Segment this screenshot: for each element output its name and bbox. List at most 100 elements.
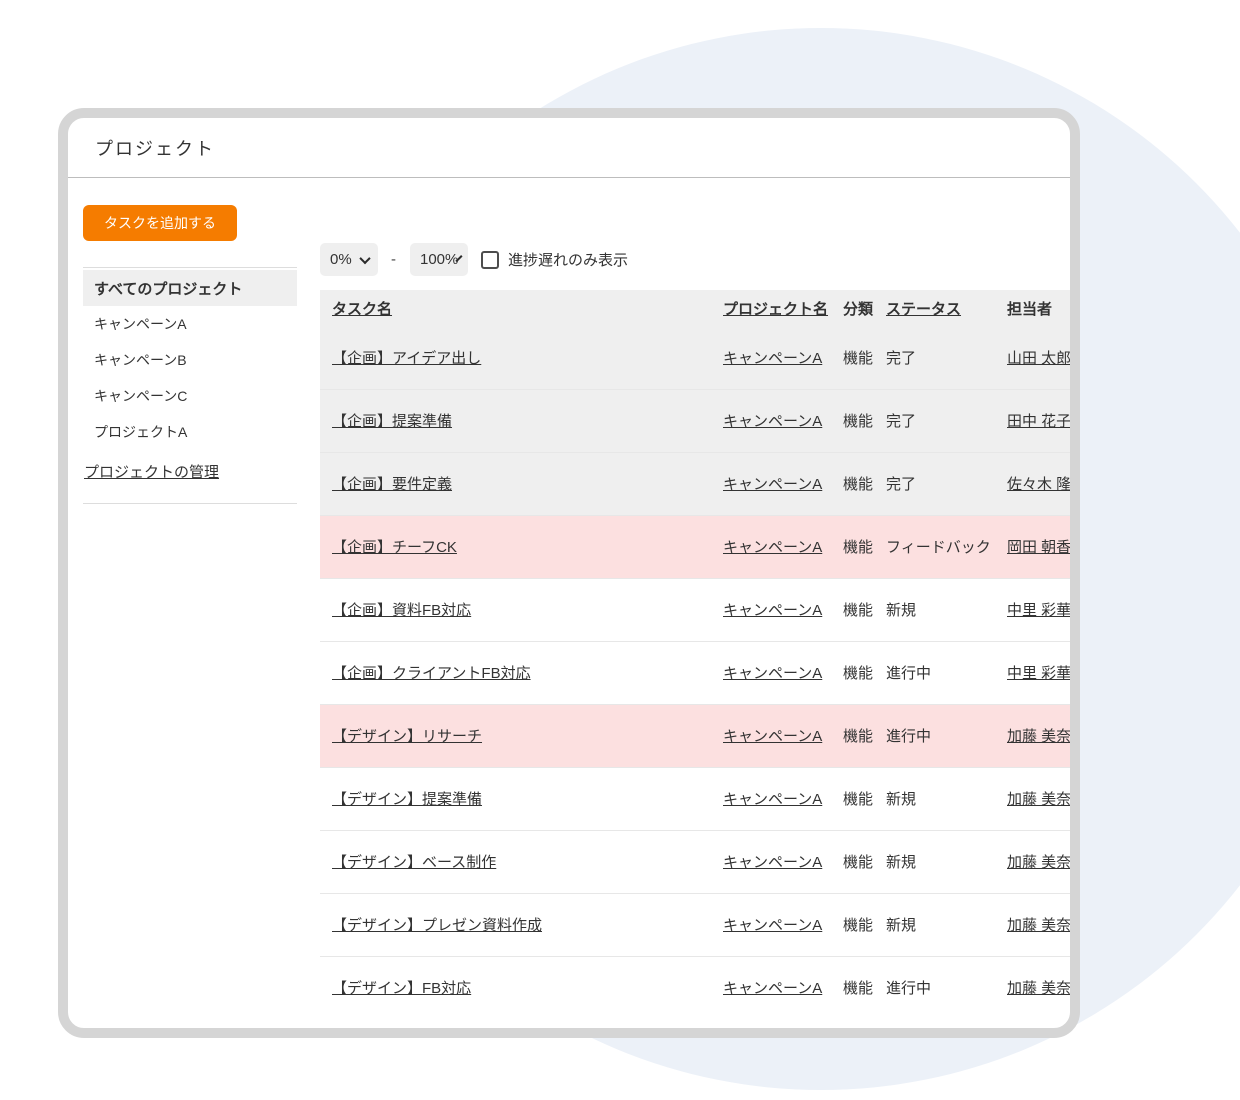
category-cell: 機能 <box>843 389 886 452</box>
assignee-link[interactable]: 山田 太郎 <box>1007 349 1070 367</box>
task-name-link[interactable]: 【デザイン】提案準備 <box>332 791 483 808</box>
status-cell: 新規 <box>886 917 917 934</box>
assignee-link[interactable]: 加藤 美奈 <box>1007 854 1070 871</box>
table-row: 【デザイン】リサーチ キャンペーンA 機能 進行中 加藤 美奈 <box>320 704 1070 767</box>
project-name-link[interactable]: キャンペーンA <box>723 980 823 998</box>
column-header-assignee: 担当者 <box>1007 290 1070 326</box>
project-name-link[interactable]: キャンペーンA <box>723 476 823 493</box>
window-content: タスクを追加する すべてのプロジェクト キャンペーンA キャンペーンB キャンペ… <box>68 178 1070 1027</box>
sidebar-item-project[interactable]: キャンペーンB <box>83 342 297 378</box>
assignee-cell: 加藤 美奈 <box>1007 956 1070 1019</box>
assignee-cell: 加藤 美奈 <box>1007 767 1070 830</box>
task-name-cell: 【企画】チーフCK <box>320 515 723 578</box>
assignee-link[interactable]: 田中 花子 <box>1007 413 1070 430</box>
task-name-cell: 【企画】資料FB対応 <box>320 578 723 641</box>
project-name-link[interactable]: キャンペーンA <box>723 413 823 430</box>
titlebar: プロジェクト <box>68 118 1070 178</box>
project-name-cell: キャンペーンA <box>723 956 843 1019</box>
category-cell: 機能 <box>843 326 886 389</box>
assignee-cell: 中里 彩華 <box>1007 578 1070 641</box>
status-cell: フィードバック <box>886 515 1007 578</box>
project-name-cell: キャンペーンA <box>723 830 843 893</box>
assignee-cell: 田中 花子 <box>1007 389 1070 452</box>
task-name-link[interactable]: 【デザイン】FB対応 <box>332 980 472 998</box>
table-row: 【企画】資料FB対応 キャンペーンA 機能 新規 中里 彩華 <box>320 578 1070 641</box>
task-name-link[interactable]: 【企画】提案準備 <box>332 413 453 430</box>
main-panel: 0% - 100% 進捗遅れのみ表示 タスク名 プロジェクト名 分類 <box>320 178 1070 1027</box>
project-name-link[interactable]: キャンペーンA <box>723 602 823 619</box>
task-table-header: タスク名 プロジェクト名 分類 ステータス 担当者 <box>320 290 1070 326</box>
category-cell: 機能 <box>843 515 886 578</box>
add-task-button[interactable]: タスクを追加する <box>83 205 237 241</box>
task-name-link[interactable]: 【企画】アイデア出し <box>332 349 482 367</box>
task-name-link[interactable]: 【企画】クライアントFB対応 <box>332 665 531 682</box>
project-name-link[interactable]: キャンペーンA <box>723 791 823 808</box>
task-table-body: 【企画】アイデア出し キャンペーンA 機能 完了 山田 太郎 【企画】提案準備 … <box>320 326 1070 1019</box>
task-table: タスク名 プロジェクト名 分類 ステータス 担当者 【企画】アイデア出し キャン… <box>320 290 1070 1019</box>
task-name-cell: 【企画】要件定義 <box>320 452 723 515</box>
category-cell: 機能 <box>843 917 874 934</box>
assignee-cell: 加藤 美奈 <box>1007 704 1070 767</box>
task-name-cell: 【企画】クライアントFB対応 <box>320 641 723 704</box>
table-row: 【企画】要件定義 キャンペーンA 機能 完了 佐々木 隆 <box>320 452 1070 515</box>
sidebar-item-project[interactable]: キャンペーンA <box>83 306 297 342</box>
progress-min-select[interactable]: 0% <box>320 243 378 276</box>
table-row: 【デザイン】ベース制作 キャンペーンA 機能 新規 加藤 美奈 <box>320 830 1070 893</box>
assignee-link[interactable]: 佐々木 隆 <box>1007 476 1070 493</box>
project-name-link[interactable]: キャンペーンA <box>723 917 823 934</box>
task-name-cell: 【デザイン】FB対応 <box>320 956 723 1019</box>
progress-max-select[interactable]: 100% <box>410 243 468 276</box>
column-header-project-name[interactable]: プロジェクト名 <box>723 290 843 326</box>
project-name-cell: キャンペーンA <box>723 767 843 830</box>
task-name-link[interactable]: 【企画】資料FB対応 <box>332 602 472 619</box>
assignee-link[interactable]: 加藤 美奈 <box>1007 791 1070 808</box>
column-header-status[interactable]: ステータス <box>886 290 1007 326</box>
table-row: 【デザイン】プレゼン資料作成 キャンペーンA 機能 新規 加藤 美奈 <box>320 893 1070 956</box>
column-header-task-name[interactable]: タスク名 <box>320 290 723 326</box>
progress-filter-bar: 0% - 100% 進捗遅れのみ表示 <box>320 243 628 276</box>
sidebar-divider-bottom <box>83 503 297 504</box>
task-name-link[interactable]: 【デザイン】ベース制作 <box>332 854 497 871</box>
table-row: 【デザイン】FB対応 キャンペーンA 機能 進行中 加藤 美奈 <box>320 956 1070 1019</box>
table-row: 【企画】チーフCK キャンペーンA 機能 フィードバック 岡田 朝香 <box>320 515 1070 578</box>
category-cell: 機能 <box>843 854 874 871</box>
project-name-link[interactable]: キャンペーンA <box>723 665 823 682</box>
project-name-cell: キャンペーンA <box>723 893 843 956</box>
sidebar-item-project[interactable]: キャンペーンC <box>83 378 297 414</box>
table-row: 【デザイン】提案準備 キャンペーンA 機能 新規 加藤 美奈 <box>320 767 1070 830</box>
sidebar-item-project[interactable]: すべてのプロジェクト <box>83 270 297 306</box>
table-row: 【企画】アイデア出し キャンペーンA 機能 完了 山田 太郎 <box>320 326 1070 389</box>
status-cell: 新規 <box>886 602 917 619</box>
task-name-link[interactable]: 【デザイン】プレゼン資料作成 <box>332 917 543 934</box>
task-name-link[interactable]: 【企画】チーフCK <box>332 539 457 556</box>
sidebar-item-label: キャンペーンB <box>94 352 187 368</box>
assignee-link[interactable]: 加藤 美奈 <box>1007 980 1070 998</box>
table-row: 【企画】クライアントFB対応 キャンペーンA 機能 進行中 中里 彩華 <box>320 641 1070 704</box>
task-name-cell: 【デザイン】プレゼン資料作成 <box>320 893 723 956</box>
assignee-link[interactable]: 岡田 朝香 <box>1007 539 1070 556</box>
project-name-link[interactable]: キャンペーンA <box>723 854 823 871</box>
assignee-link[interactable]: 加藤 美奈 <box>1007 917 1070 934</box>
status-cell: 完了 <box>886 389 1007 452</box>
assignee-link[interactable]: 中里 彩華 <box>1007 665 1070 682</box>
project-name-link[interactable]: キャンペーンA <box>723 728 823 745</box>
category-cell: 機能 <box>843 791 874 808</box>
table-row: 【企画】提案準備 キャンペーンA 機能 完了 田中 花子 <box>320 389 1070 452</box>
sidebar-item-label: すべてのプロジェクト <box>94 280 243 298</box>
project-name-cell: キャンペーンA <box>723 326 843 389</box>
task-name-link[interactable]: 【企画】要件定義 <box>332 476 453 493</box>
sidebar-item-project[interactable]: プロジェクトA <box>83 414 297 450</box>
manage-projects-link[interactable]: プロジェクトの管理 <box>84 464 220 481</box>
delayed-only-checkbox[interactable] <box>481 250 499 269</box>
category-cell: 機能 <box>843 980 874 998</box>
task-name-link[interactable]: 【デザイン】リサーチ <box>332 728 483 745</box>
project-list: すべてのプロジェクト キャンペーンA キャンペーンB キャンペーンC プロジェク… <box>83 270 297 450</box>
project-name-link[interactable]: キャンペーンA <box>723 539 823 556</box>
task-name-cell: 【企画】アイデア出し <box>320 326 723 389</box>
assignee-link[interactable]: 加藤 美奈 <box>1007 728 1070 745</box>
assignee-link[interactable]: 中里 彩華 <box>1007 602 1070 619</box>
category-cell: 機能 <box>843 665 874 682</box>
project-name-link[interactable]: キャンペーンA <box>723 349 823 367</box>
sidebar-divider-top <box>83 267 297 268</box>
